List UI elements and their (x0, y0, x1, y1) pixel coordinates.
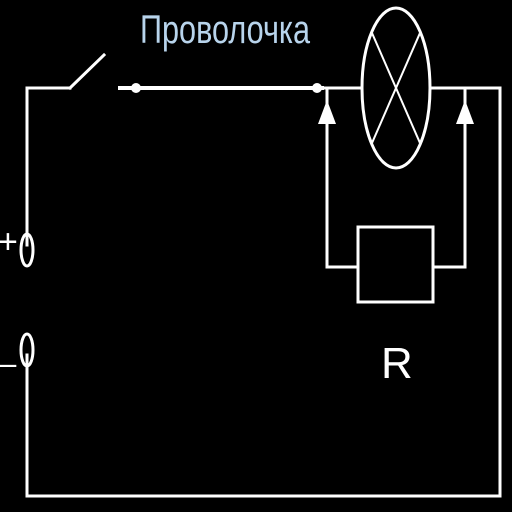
arrow-left-icon (318, 100, 336, 124)
resistor-label: R (381, 339, 413, 388)
wire-left-top (25, 86, 72, 247)
resistor-box (356, 225, 435, 304)
wire-bottom-return (25, 86, 502, 498)
junction-dot-left (131, 83, 141, 93)
lamp-body (360, 6, 432, 170)
terminal-plus-label: + (0, 223, 18, 261)
junction-dot-right (312, 83, 322, 93)
terminal-plus-connector (19, 232, 35, 268)
lamp (360, 6, 432, 170)
circuit-wires (25, 86, 502, 498)
switch-blade (67, 52, 107, 91)
lamp-cross-2 (370, 31, 422, 145)
terminal-minus-connector (19, 332, 35, 368)
terminal-minus-label: _ (0, 330, 17, 368)
arrow-right-icon (456, 100, 474, 124)
wire-label: Проволочка (140, 8, 311, 52)
